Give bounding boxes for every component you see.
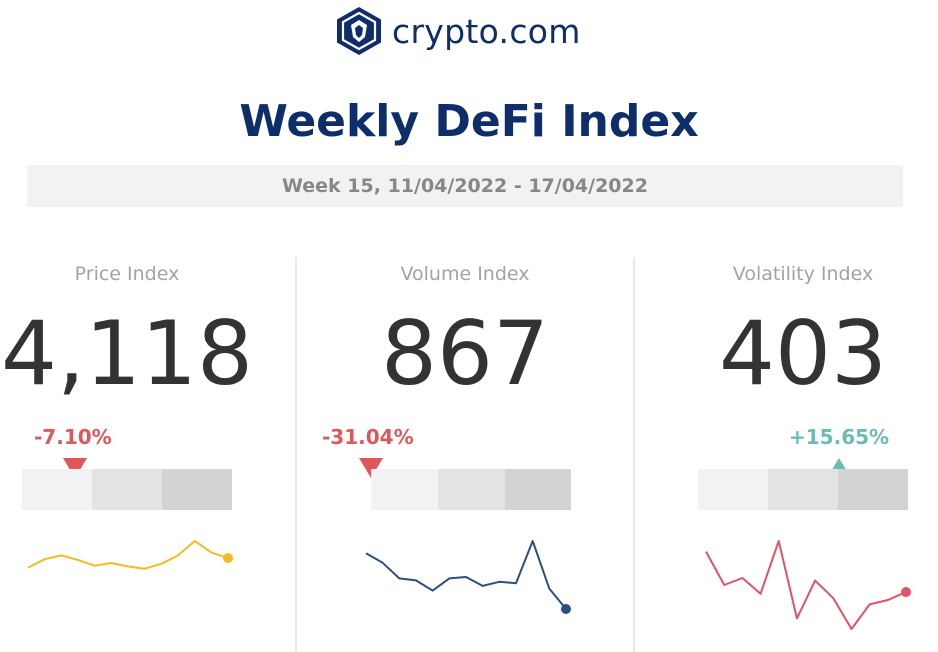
volatility-index-range-bar: [698, 469, 908, 510]
price-index-sparkline: [27, 540, 233, 570]
sparkline-endpoint: [901, 587, 911, 598]
price-index-change: -7.10%: [34, 425, 112, 449]
volatility-index-value: 403: [719, 302, 887, 405]
volume-index-sparkline: [365, 540, 571, 614]
brand-logo[interactable]: crypto.com: [336, 6, 581, 56]
sparkline-path: [705, 540, 907, 630]
volume-index-change: -31.04%: [322, 425, 414, 449]
volatility-index-sparkline: [705, 540, 911, 630]
range-segment-low: [22, 469, 92, 510]
lion-shield-icon: [337, 7, 381, 55]
volatility-index-label: Volatility Index: [732, 263, 874, 285]
sparkline-path: [27, 540, 229, 570]
volume-index-value: 867: [381, 302, 549, 405]
price-index-range-bar: [22, 469, 232, 510]
range-segment-mid: [92, 469, 162, 510]
range-segment-low: [698, 469, 768, 510]
range-segment-high: [162, 469, 232, 510]
sparkline-endpoint: [223, 553, 233, 564]
sparkline-endpoint: [561, 604, 571, 614]
page-title: Weekly DeFi Index: [239, 96, 699, 147]
range-segment-mid: [768, 469, 838, 510]
sparkline-path: [365, 540, 567, 610]
price-index-label: Price Index: [74, 263, 180, 285]
volume-index-range-bar: [371, 469, 571, 510]
range-segment-high: [838, 469, 908, 510]
volume-index-label: Volume Index: [400, 263, 530, 285]
date-range-banner: Week 15, 11/04/2022 - 17/04/2022: [27, 165, 903, 207]
column-divider: [633, 257, 635, 652]
range-segment-mid: [438, 469, 505, 510]
column-divider: [295, 257, 297, 652]
date-range-text: Week 15, 11/04/2022 - 17/04/2022: [282, 175, 648, 197]
range-segment-high: [505, 469, 571, 510]
price-index-value: 4,118: [1, 302, 253, 405]
range-segment-low: [371, 469, 438, 510]
brand-name: crypto.com: [392, 11, 581, 51]
volatility-index-change: +15.65%: [789, 425, 890, 449]
